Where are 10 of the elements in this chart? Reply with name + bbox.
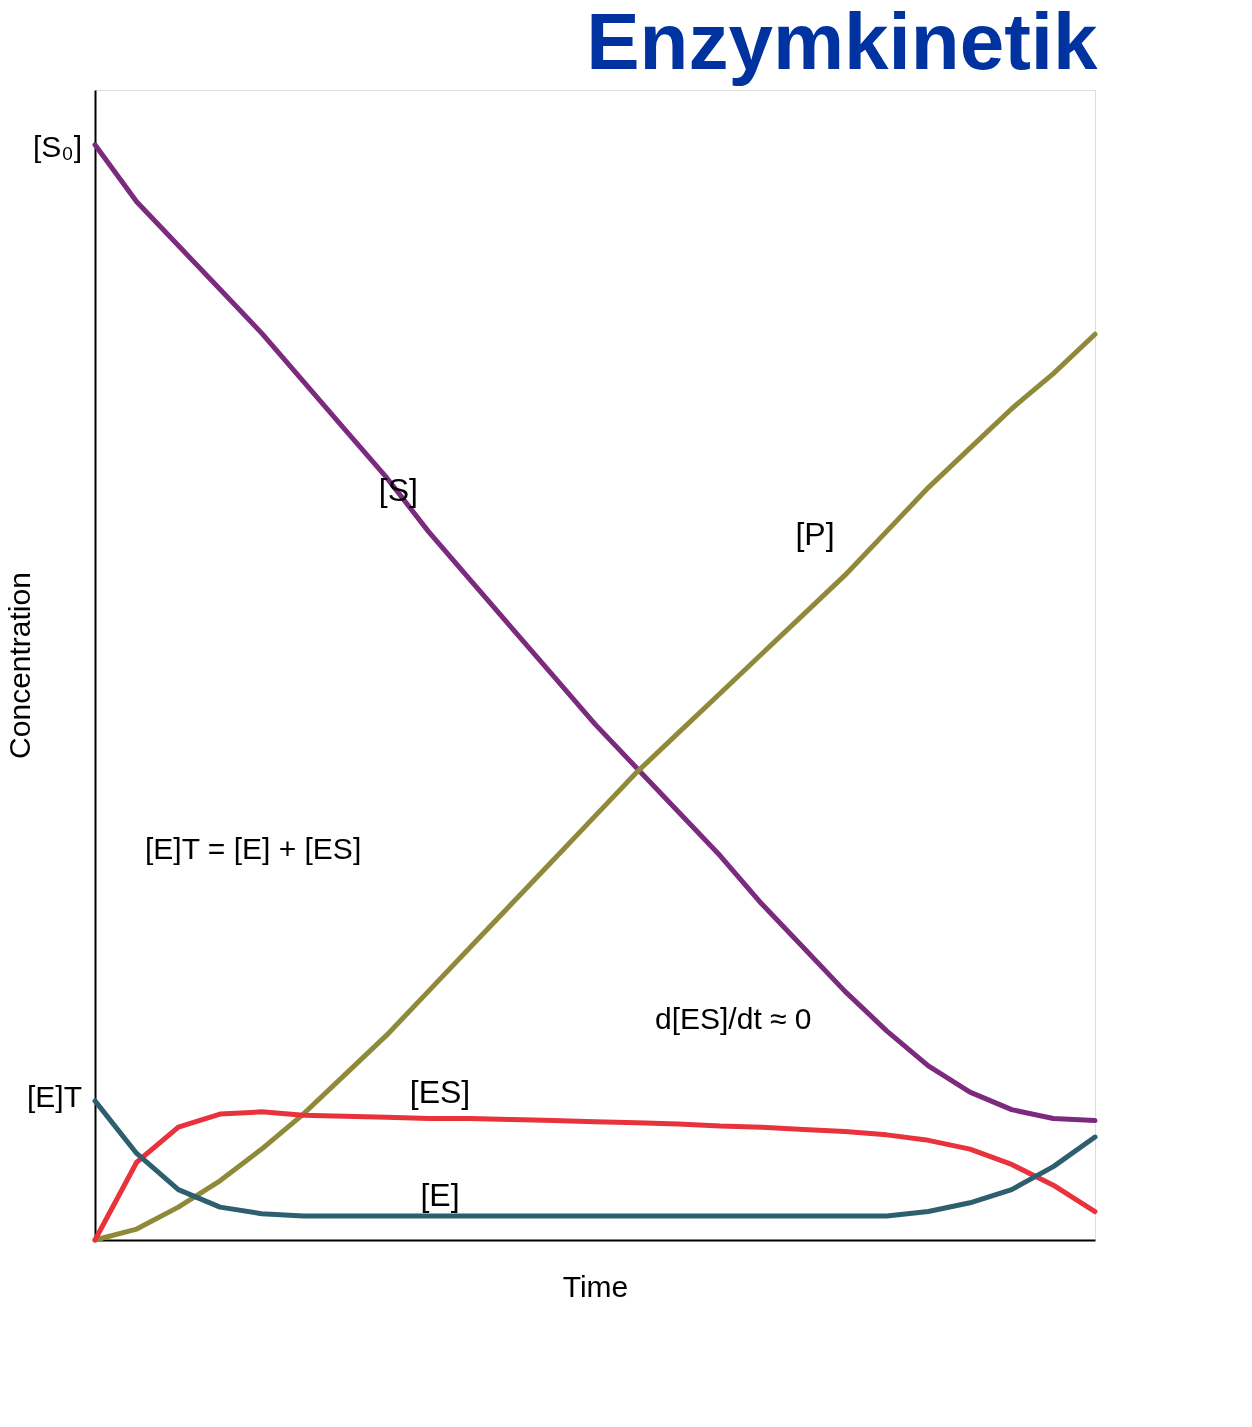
x-axis-title: Time <box>562 1269 629 1303</box>
annotation: [E]T = [E] + [ES] <box>145 832 362 865</box>
annotation: d[ES]/dt ≈ 0 <box>655 1002 812 1035</box>
series-label: [ES] <box>409 1074 471 1111</box>
y-axis-title: Concentration <box>2 572 36 759</box>
text: [S₀] <box>33 130 83 163</box>
text: [E]T <box>27 1080 83 1113</box>
chart-title: Enzymkinetik <box>586 0 1098 86</box>
series-label: [E] <box>420 1176 460 1213</box>
series-label: [P] <box>795 516 835 553</box>
